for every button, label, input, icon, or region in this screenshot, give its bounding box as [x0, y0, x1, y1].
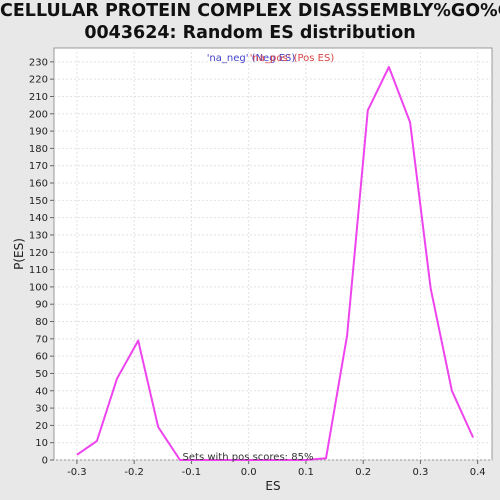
legend-item-neg: 'na_neg' (Neg ES): [207, 53, 296, 64]
x-tick-label: 0.4: [470, 467, 486, 478]
y-tick-label: 10: [35, 438, 48, 449]
y-tick-label: 220: [29, 75, 48, 86]
y-tick-label: 80: [35, 317, 48, 328]
grid: [54, 48, 492, 461]
x-tick-label: -0.1: [182, 467, 202, 478]
plot-area: [53, 47, 493, 461]
y-tick-label: 90: [35, 300, 48, 311]
y-tick-label: 70: [35, 334, 48, 345]
y-tick-label: 210: [29, 92, 48, 103]
chart-title: CELLULAR PROTEIN COMPLEX DISASSEMBLY%GO%…: [0, 0, 500, 44]
y-tick-label: 200: [29, 109, 48, 120]
y-tick-label: 110: [29, 265, 48, 276]
y-axis-label: P(ES): [12, 238, 26, 270]
y-tick-label: 160: [29, 179, 48, 190]
y-tick-label: 100: [29, 282, 48, 293]
series-layer: [76, 66, 475, 461]
y-tick-label: 120: [29, 248, 48, 259]
y-tick-label: 0: [42, 456, 48, 467]
x-tick-label: 0.2: [355, 467, 371, 478]
y-tick-label: 180: [29, 144, 48, 155]
x-tick-label: 0.1: [298, 467, 314, 478]
pos-scores-annotation: Sets with pos scores: 85%: [183, 452, 314, 463]
y-tick-label: 140: [29, 213, 48, 224]
y-tick-label: 130: [29, 230, 48, 241]
legend-item-pos: 'na_pos' (Pos ES): [250, 53, 335, 64]
y-tick-label: 50: [35, 369, 48, 380]
x-axis-label: ES: [265, 479, 280, 493]
chart-title-line-2: 0043624: Random ES distribution: [84, 23, 416, 43]
y-tick-label: 40: [35, 386, 48, 397]
y-tick-label: 30: [35, 404, 48, 415]
x-tick-label: 0.3: [412, 467, 428, 478]
x-tick-label: -0.3: [67, 467, 87, 478]
y-tick-label: 190: [29, 127, 48, 138]
chart-title-line-1: CELLULAR PROTEIN COMPLEX DISASSEMBLY%GO%…: [0, 1, 500, 21]
y-tick-label: 170: [29, 161, 48, 172]
x-tick-label: -0.2: [124, 467, 144, 478]
y-tick-label: 150: [29, 196, 48, 207]
es-distribution-line: [76, 66, 475, 461]
axes: 0 10 20 30 40 50 60 70 80 90 100 110 120 130 140 150 160…: [29, 57, 486, 478]
y-tick-label: 230: [29, 57, 48, 68]
y-tick-label: 60: [35, 352, 48, 363]
y-tick-label: 20: [35, 421, 48, 432]
x-tick-label: 0.0: [241, 467, 257, 478]
